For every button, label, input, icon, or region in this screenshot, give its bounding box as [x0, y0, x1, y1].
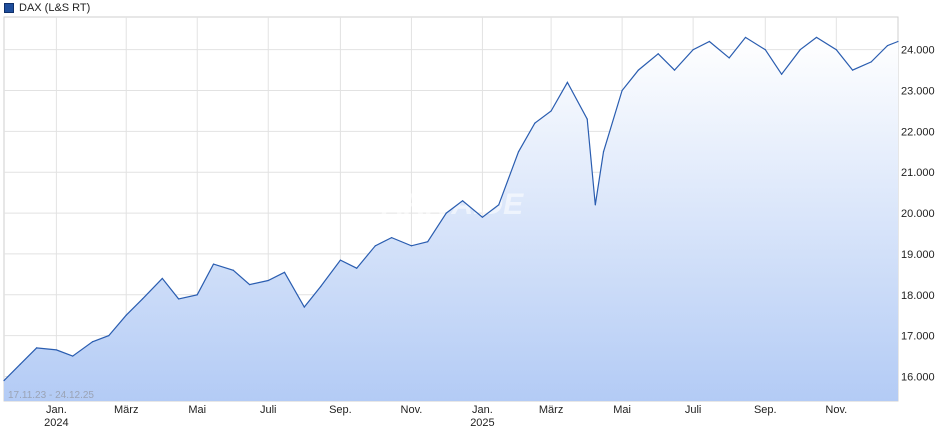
data-point [870, 61, 872, 63]
data-point [445, 212, 447, 214]
y-tick-label: 19.000 [901, 249, 935, 261]
x-tick-label: Mai [188, 404, 206, 416]
data-point [267, 279, 269, 282]
data-point [897, 40, 899, 43]
y-tick-label: 22.000 [901, 126, 935, 138]
data-point [621, 89, 623, 92]
data-point [108, 335, 110, 337]
data-point [481, 216, 484, 218]
x-tick-label: Nov. [401, 404, 423, 416]
y-axis-labels: 16.000 17.000 18.000 19.000 20.000 21.000 22.0… [901, 45, 935, 384]
x-tick-label: Jan. [472, 404, 493, 416]
x-tick-label: Nov. [825, 404, 847, 416]
area-fill [4, 37, 898, 402]
x-tick-label: März [114, 404, 138, 416]
data-point [427, 241, 429, 243]
data-point [744, 36, 747, 39]
data-point [91, 341, 94, 343]
data-point [391, 236, 393, 239]
data-point [799, 49, 801, 51]
x-tick-label: Juli [260, 404, 277, 416]
data-point [19, 363, 21, 365]
data-point [55, 349, 57, 351]
data-point [212, 263, 215, 265]
y-tick-label: 23.000 [901, 86, 935, 98]
data-point [852, 69, 854, 71]
data-point [356, 267, 358, 269]
data-point [141, 298, 144, 300]
data-point [125, 314, 127, 316]
y-tick-label: 21.000 [901, 167, 935, 179]
data-point [462, 200, 464, 202]
data-point [178, 298, 180, 300]
legend-swatch [4, 3, 14, 13]
x-tick-label: Juli [685, 404, 702, 416]
data-point [692, 49, 694, 51]
data-point [637, 69, 640, 71]
data-point [566, 81, 569, 83]
data-point [594, 204, 596, 206]
x-tick-label: Mai [613, 404, 631, 416]
x-tick-year-label: 2025 [470, 417, 494, 429]
data-point [374, 245, 376, 247]
data-point [196, 294, 198, 296]
data-point [815, 36, 818, 39]
data-point [728, 57, 730, 59]
data-point [673, 69, 676, 71]
legend-label: DAX (L&S RT) [19, 2, 91, 14]
x-tick-label: März [539, 404, 563, 416]
y-tick-label: 18.000 [901, 290, 935, 302]
data-points [3, 36, 899, 382]
chart-legend: DAX (L&S RT) [4, 0, 90, 16]
data-point [35, 347, 38, 349]
y-tick-label: 20.000 [901, 208, 935, 220]
data-point [708, 40, 711, 43]
data-point [764, 49, 766, 51]
data-point [534, 122, 536, 124]
data-point [586, 118, 588, 120]
date-range-label: 17.11.23 - 24.12.25 [8, 390, 94, 401]
data-point [498, 204, 500, 206]
data-point [339, 259, 342, 261]
data-point [232, 269, 234, 271]
data-point [657, 53, 659, 55]
watermark: ARIVA.DE [381, 188, 524, 221]
y-tick-label: 16.000 [901, 371, 935, 383]
x-tick-label: Sep. [754, 404, 777, 416]
data-point [550, 110, 552, 112]
x-tick-year-label: 2024 [44, 417, 68, 429]
data-point [780, 73, 783, 75]
data-point [517, 151, 520, 153]
data-point [320, 286, 322, 288]
y-tick-label: 17.000 [901, 331, 935, 343]
data-point [161, 277, 163, 280]
x-tick-label: Jan. [46, 404, 67, 416]
data-point [283, 271, 286, 273]
x-tick-label: Sep. [329, 404, 352, 416]
data-point [835, 49, 837, 51]
data-point [3, 379, 5, 382]
data-point [249, 283, 251, 286]
data-point [886, 44, 889, 47]
data-point [602, 151, 605, 153]
data-point [303, 306, 305, 308]
data-point [72, 355, 74, 357]
data-point [410, 245, 413, 247]
y-tick-label: 24.000 [901, 45, 935, 57]
